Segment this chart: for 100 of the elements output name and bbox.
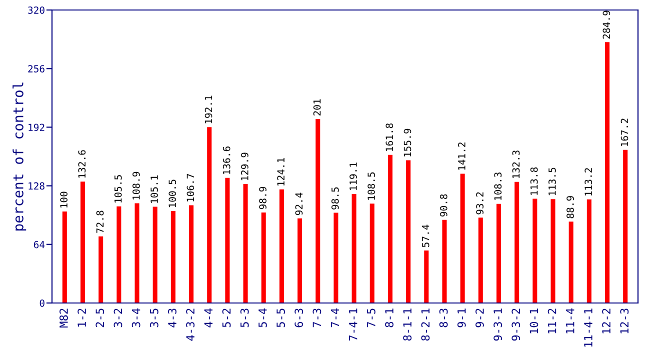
bar [152,206,158,303]
bar [279,189,284,303]
bar [298,218,302,303]
bar [189,205,194,303]
x-tick-label: 7-4-1 [349,308,358,341]
bar [261,212,266,303]
x-tick-label: 4-3-2 [186,308,195,341]
data-label: 98.5 [331,187,339,210]
x-tick-label: 8-1 [385,308,394,328]
x-tick-label: M82 [60,308,68,328]
x-tick-label: 12-2 [602,308,610,334]
y-tick-label: 64 [34,240,45,248]
y-tick-label: 320 [28,6,44,14]
data-label: 105.1 [150,175,158,203]
x-tick-label: 11-4-1 [584,308,592,347]
data-label: 161.8 [386,123,394,151]
bar [623,150,628,303]
bar [424,250,429,303]
y-axis-title: percent of control [12,82,26,230]
x-tick-label: 10-1 [530,308,538,334]
data-label: 92.4 [295,192,303,216]
bar [370,204,374,303]
x-tick-label: 5-5 [276,308,285,328]
data-label: 113.8 [530,167,538,195]
y-tick-label: 192 [28,124,44,132]
data-label: 88.9 [566,196,574,218]
data-label: 132.3 [512,150,520,178]
x-tick-label: 8-1-1 [403,308,412,341]
data-label: 113.5 [548,168,556,196]
bar [496,204,501,303]
bar [532,198,538,303]
x-tick-label: 2-5 [96,308,104,328]
bar [170,210,176,303]
bar [352,194,356,303]
data-label: 98.9 [259,186,266,210]
data-label: 201 [313,99,321,116]
x-tick-label: 4-4 [204,308,212,328]
data-label: 72.8 [96,210,104,233]
bar [388,154,392,303]
bar [334,212,338,303]
data-label: 108.5 [368,172,375,200]
data-label: 108.9 [132,172,140,200]
bar [568,222,574,303]
data-label: 155.9 [404,128,412,156]
x-tick-label: 5-4 [258,308,267,328]
bar [98,236,104,303]
x-tick-label: 11-4 [566,308,574,334]
x-tick-label: 9-3-2 [512,308,520,341]
bar [134,203,140,303]
x-tick-label: 8-3 [439,308,448,328]
data-label: 106.7 [186,174,194,202]
x-tick-label: 5-3 [240,308,249,328]
data-label: 57.4 [422,224,430,248]
y-tick-label: 128 [28,182,44,190]
x-tick-label: 3-2 [114,308,122,328]
data-label: 119.1 [350,162,357,190]
x-tick-label: 11-2 [548,308,556,334]
x-tick-label: 1-2 [78,308,86,327]
data-label: 132.6 [78,150,86,178]
x-tick-label: 5-2 [222,308,231,328]
data-label: 192.1 [204,96,212,124]
x-tick-label: 12-3 [620,308,629,334]
bar [460,174,465,303]
bar [316,118,320,303]
bar [225,178,230,303]
x-tick-label: 3-4 [132,308,140,328]
data-label: 284.9 [602,10,610,39]
x-tick-label: 3-5 [150,308,158,328]
bar [478,218,483,303]
y-tick-label: 0 [40,300,44,307]
data-label: 167.2 [620,118,628,146]
data-label: 124.1 [277,158,284,186]
data-label: 136.6 [222,146,230,174]
bar [550,199,556,303]
data-label: 90.8 [440,194,448,217]
bar [243,184,248,303]
bar [604,42,610,303]
bar [207,127,212,303]
data-label: 108.3 [494,172,502,200]
bar [116,206,122,303]
bar [406,160,411,303]
bar [80,182,86,303]
data-label: 100 [60,192,68,208]
data-label: 141.2 [458,142,466,170]
data-label: 105.5 [114,175,122,202]
data-label: 93.2 [476,192,484,214]
bar [514,182,520,303]
data-label: 113.2 [584,168,592,196]
x-tick-label: 6-3 [294,308,304,328]
bar [586,199,592,303]
x-tick-label: 9-1 [457,308,466,328]
y-tick-label: 256 [28,65,44,72]
x-tick-label: 7-5 [367,308,376,328]
x-tick-label: 8-2-1 [421,308,430,341]
bar [62,211,67,303]
data-label: 129.9 [241,152,248,180]
x-tick-label: 9-3-1 [494,308,502,341]
x-tick-label: 7-3 [312,308,322,328]
bar [442,220,447,303]
x-tick-label: 4-3 [168,308,176,328]
